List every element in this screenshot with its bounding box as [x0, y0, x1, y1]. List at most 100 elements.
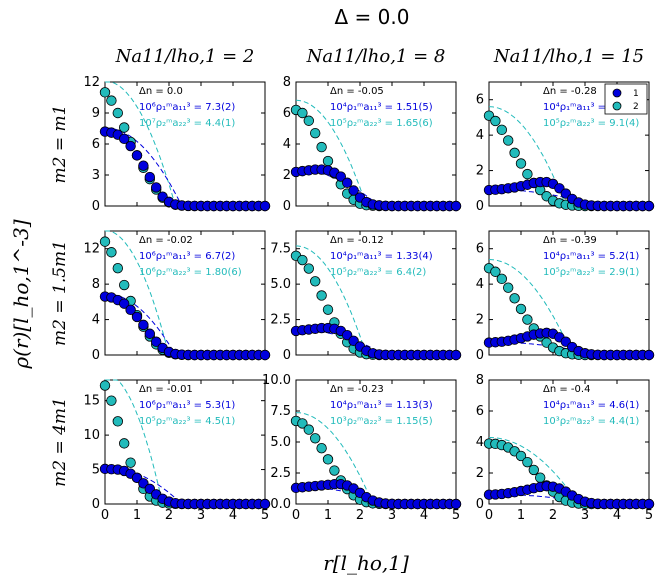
panel-annotation: 10⁴ρ₁ᵐa₁₁³ = 4.6(1): [543, 400, 639, 411]
panel-r1-c0: 0 4 8 12 Δn = -0.02 10⁶ρ₁ᵐa₁₁³ = 6.7(2) 10⁶ρ₂ᵐ…: [50, 230, 271, 363]
panel-annotation: Δn = 0.0: [139, 86, 183, 97]
series-2-point: [503, 282, 514, 293]
panel-annotation: Δn = -0.05: [330, 86, 384, 97]
series-1-point: [131, 150, 143, 161]
y-tick-label: 2: [283, 168, 291, 183]
series-1-point: [259, 498, 271, 510]
legend-marker: [612, 101, 622, 111]
panel-annotation: Δn = -0.39: [543, 235, 597, 246]
reference-curve: [488, 259, 573, 354]
series-2-point: [515, 450, 527, 462]
panel-annotation: 10³ρ₂ᵐa₂₂³ = 4.4(1): [543, 416, 639, 427]
x-tick-label: 3: [197, 508, 205, 523]
series-1-point: [118, 133, 130, 145]
panel-annotation: 10⁴ρ₁ᵐa₁₁³ = 1.33(4): [330, 251, 433, 262]
y-tick-label: 15: [83, 394, 100, 409]
panel-annotation: 10⁶ρ₂ᵐa₂₂³ = 1.80(6): [139, 267, 242, 278]
x-tick-label: 0: [292, 508, 300, 523]
series-2-point: [99, 87, 111, 98]
series-2-point: [509, 147, 520, 159]
y-tick-label: 6: [92, 137, 100, 152]
series-2-point: [106, 395, 117, 406]
column-title: Na11/lho,1 = 8: [306, 46, 446, 67]
y-tick-label: 2: [476, 466, 484, 481]
y-tick-label: 0: [476, 497, 484, 512]
series-2-point: [322, 304, 334, 315]
y-tick-label: 3: [92, 168, 100, 183]
row-label: m2 = 4m1: [50, 397, 70, 487]
panel-annotation: 10³ρ₂ᵐa₂₂³ = 1.15(5): [330, 416, 433, 427]
series-2-point: [310, 127, 321, 139]
series-2-point: [316, 141, 327, 153]
panel-annotation: Δn = -0.02: [139, 235, 193, 246]
series-1-point: [643, 349, 655, 361]
series-2-point: [118, 438, 130, 449]
legend-label: 2: [633, 102, 639, 112]
series-2-point: [490, 115, 501, 127]
y-tick-label: 0.0: [270, 497, 291, 512]
x-tick-label: 4: [229, 508, 237, 523]
y-tick-label: 6: [476, 404, 484, 419]
y-tick-label: 2.5: [270, 466, 291, 481]
series-2-point: [528, 464, 540, 476]
y-tick-label: 0: [283, 199, 291, 214]
y-tick-label: 7.5: [270, 404, 291, 419]
series-1-point: [150, 182, 162, 193]
y-tick-label: 5.0: [270, 277, 291, 292]
y-tick-label: 4: [476, 128, 484, 143]
panel-r2-c0: 0 5 10 15 0 1 2 3 4 5 Δn = -0.01 10⁶ρ₁ᵐa₁₁³ = 5.3(1…: [50, 379, 271, 523]
legend-box: [604, 83, 648, 115]
reference-curve: [488, 106, 567, 207]
series-2-point: [112, 107, 124, 119]
series-1-point: [138, 160, 149, 171]
y-tick-label: 7.5: [270, 242, 291, 257]
series-2-point: [297, 254, 308, 266]
axes-frame: [104, 379, 266, 505]
series-2-point: [316, 290, 327, 301]
series-2-point: [106, 95, 117, 106]
series-2-point: [303, 115, 315, 126]
panel-annotation: 10⁴ρ₁ᵐa₁₁³ = 1.51(5): [330, 102, 433, 113]
series-2-point: [316, 443, 327, 454]
column-title: Na11/lho,1 = 15: [493, 46, 644, 67]
row-label: m2 = 1.5m1: [50, 240, 70, 346]
series-2-point: [322, 155, 334, 167]
series-2-point: [310, 433, 321, 444]
panel-annotation: 10⁶ρ₁ᵐa₁₁³ = 6.7(2): [139, 251, 235, 262]
y-tick-label: 0: [476, 199, 484, 214]
series-1-point: [131, 311, 143, 323]
x-tick-label: 2: [549, 508, 557, 523]
series-1-point: [118, 298, 130, 309]
series-1-point: [348, 185, 359, 196]
series-2-point: [99, 236, 111, 247]
y-tick-label: 10: [83, 428, 100, 443]
y-tick-label: 0: [476, 348, 484, 363]
column-title: Na11/lho,1 = 2: [115, 46, 255, 67]
x-tick-label: 5: [452, 508, 460, 523]
reference-curve: [105, 379, 164, 505]
series-2-point: [112, 263, 124, 274]
x-tick-label: 5: [645, 508, 653, 523]
x-tick-label: 1: [517, 508, 525, 523]
panel-annotation: 10⁵ρ₂ᵐa₂₂³ = 9.1(4): [543, 118, 639, 129]
x-tick-label: 1: [133, 508, 141, 523]
series-1-point: [342, 177, 353, 188]
series-1-point: [125, 140, 136, 152]
panel-annotation: Δn = -0.12: [330, 235, 384, 246]
y-tick-label: 9: [92, 106, 100, 121]
y-tick-label: 8: [283, 75, 291, 90]
series-1-point: [259, 200, 271, 212]
panel-annotation: Δn = -0.01: [139, 384, 193, 395]
series-2-point: [99, 380, 111, 391]
series-2-point: [322, 454, 334, 465]
panel-annotation: 10⁵ρ₂ᵐa₂₂³ = 1.65(6): [330, 118, 433, 129]
series-1-point: [125, 304, 136, 316]
legend-marker: [612, 88, 622, 98]
reference-curve: [295, 99, 366, 203]
panel-annotation: Δn = -0.23: [330, 384, 384, 395]
series-2-point: [522, 314, 533, 325]
y-tick-label: 0: [92, 348, 100, 363]
reference-curve: [105, 81, 175, 202]
